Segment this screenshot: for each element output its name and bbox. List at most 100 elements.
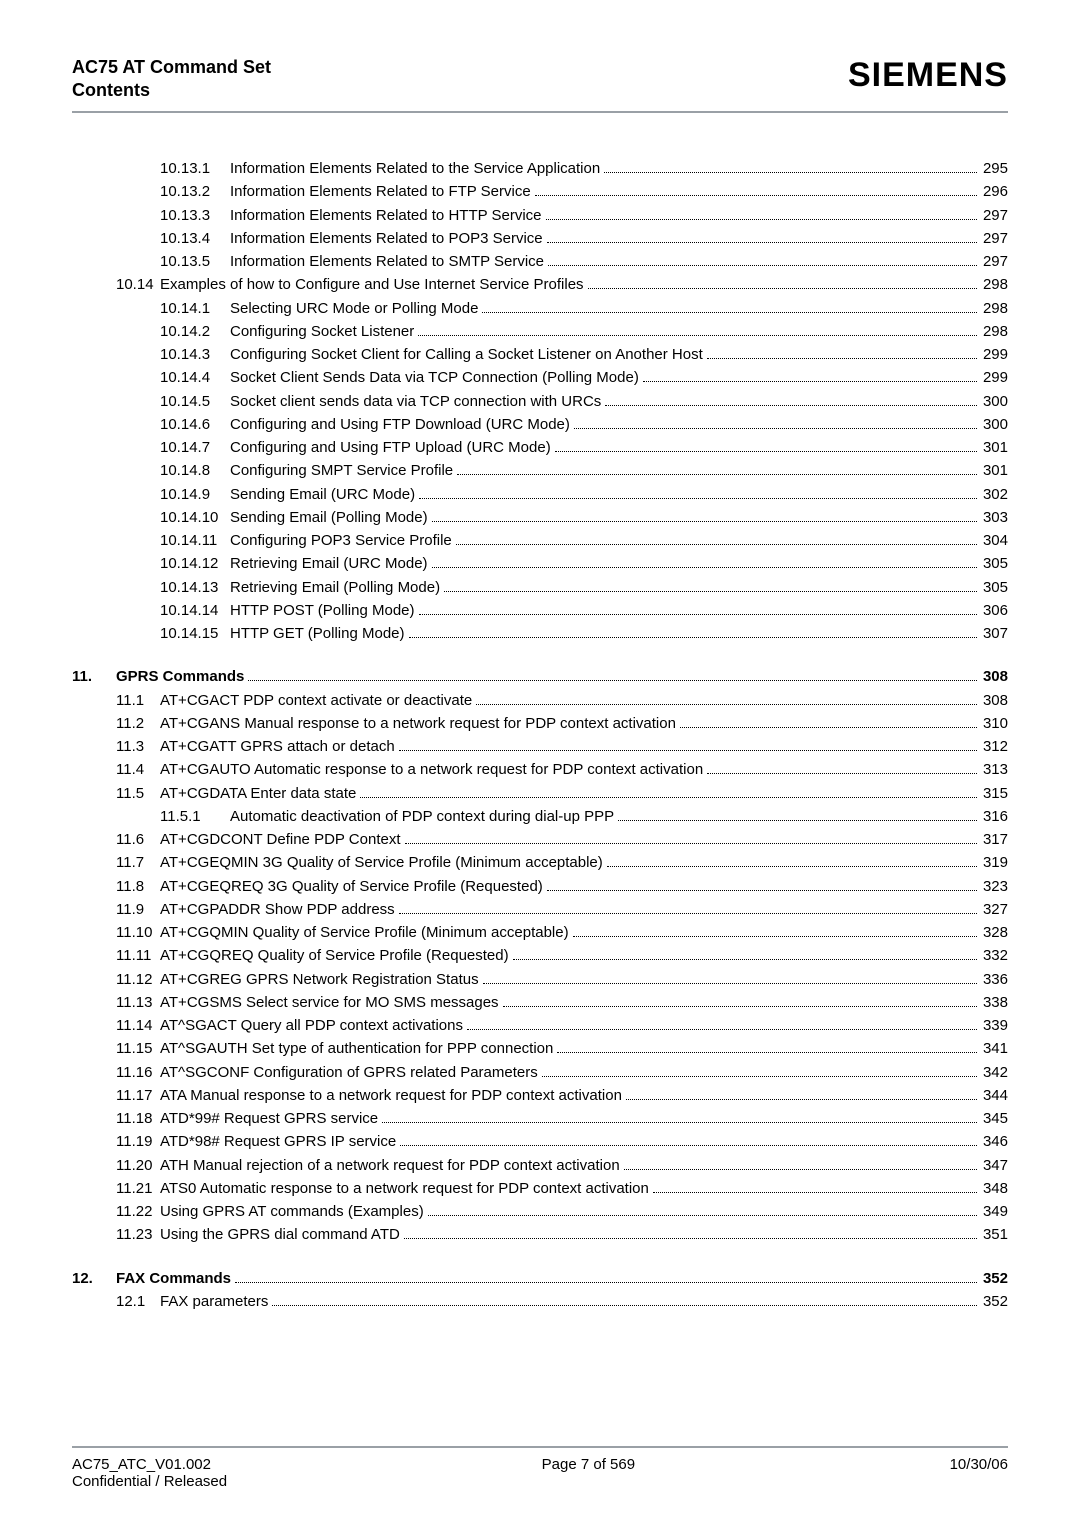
toc-page: 301 [981,436,1008,459]
toc-title: Socket client sends data via TCP connect… [230,390,601,413]
toc-entry: 11.12AT+CGREG GPRS Network Registration … [72,968,1008,991]
toc-number: 11.5.1 [160,805,230,828]
toc-entry: 11.GPRS Commands308 [72,665,1008,688]
toc-title: ATA Manual response to a network request… [160,1084,622,1107]
toc-number: 11.14 [116,1014,160,1037]
footer-left: AC75_ATC_V01.002 Confidential / Released [72,1456,227,1490]
toc-page: 298 [981,320,1008,343]
header: AC75 AT Command Set Contents SIEMENS [72,56,1008,101]
toc-leader [547,876,977,891]
toc-entry: 10.14.14HTTP POST (Polling Mode)306 [72,599,1008,622]
toc-title: Information Elements Related to FTP Serv… [230,180,531,203]
header-left: AC75 AT Command Set Contents [72,56,271,101]
toc-entry: 11.1AT+CGACT PDP context activate or dea… [72,689,1008,712]
toc-entry: 10.14.6Configuring and Using FTP Downloa… [72,413,1008,436]
toc-leader [574,414,977,429]
toc-number: 10.14.1 [160,297,230,320]
toc-entry: 10.14.12Retrieving Email (URC Mode)305 [72,552,1008,575]
toc-leader [618,806,977,821]
toc-number: 11.10 [116,921,160,944]
toc-number: 10.14.4 [160,366,230,389]
toc-number: 11.4 [116,758,160,781]
toc-number: 11.9 [116,898,160,921]
toc-title: Configuring and Using FTP Download (URC … [230,413,570,436]
toc-entry: 11.15AT^SGAUTH Set type of authenticatio… [72,1037,1008,1060]
toc-title: Examples of how to Configure and Use Int… [160,273,584,296]
toc-number: 11.7 [116,851,160,874]
toc-entry: 11.18ATD*99# Request GPRS service345 [72,1107,1008,1130]
toc-leader [605,391,977,406]
toc-page: 352 [981,1267,1008,1290]
toc-title: Using GPRS AT commands (Examples) [160,1200,424,1223]
toc-leader [432,507,977,522]
toc-leader [404,1225,977,1240]
toc-number: 10.14.12 [160,552,230,575]
toc-number: 11.19 [116,1130,160,1153]
toc-page: 338 [981,991,1008,1014]
toc-page: 308 [981,689,1008,712]
toc-title: Retrieving Email (Polling Mode) [230,576,440,599]
toc-page: 298 [981,297,1008,320]
toc-number: 10.14.10 [160,506,230,529]
toc-leader [456,531,977,546]
toc-page: 304 [981,529,1008,552]
toc-number: 10.14.11 [160,529,230,552]
toc-page: 317 [981,828,1008,851]
footer: AC75_ATC_V01.002 Confidential / Released… [72,1456,1008,1490]
toc-page: 345 [981,1107,1008,1130]
toc-entry: 12.1FAX parameters352 [72,1290,1008,1313]
toc-number: 10.13.2 [160,180,230,203]
toc-number: 10.14.13 [160,576,230,599]
toc-leader [542,1062,977,1077]
toc-entry: 11.17ATA Manual response to a network re… [72,1084,1008,1107]
toc-page: 305 [981,576,1008,599]
toc-leader [360,783,977,798]
toc-page: 302 [981,483,1008,506]
toc-page: 336 [981,968,1008,991]
toc-title: AT+CGDCONT Define PDP Context [160,828,401,851]
toc-leader [418,321,977,336]
toc-entry: 10.14.3Configuring Socket Client for Cal… [72,343,1008,366]
toc-entry: 10.14.13Retrieving Email (Polling Mode) 3… [72,576,1008,599]
toc-title: AT^SGCONF Configuration of GPRS related … [160,1061,538,1084]
toc-entry: 11.3AT+CGATT GPRS attach or detach312 [72,735,1008,758]
toc-title: Information Elements Related to the Serv… [230,157,600,180]
toc-title: Socket Client Sends Data via TCP Connect… [230,366,639,389]
toc-number: 10.14.6 [160,413,230,436]
toc-entry: 10.13.5Information Elements Related to S… [72,250,1008,273]
toc-entry: 10.13.4Information Elements Related to P… [72,227,1008,250]
toc-entry: 11.4AT+CGAUTO Automatic response to a ne… [72,758,1008,781]
toc-leader [513,946,977,961]
toc-page: 348 [981,1177,1008,1200]
toc-page: 297 [981,204,1008,227]
toc-page: 347 [981,1154,1008,1177]
toc-title: Information Elements Related to HTTP Ser… [230,204,542,227]
toc-title: Selecting URC Mode or Polling Mode [230,297,478,320]
toc-entry: 10.14.4Socket Client Sends Data via TCP … [72,366,1008,389]
toc-page: 341 [981,1037,1008,1060]
toc-title: AT+CGDATA Enter data state [160,782,356,805]
toc-entry: 11.22Using GPRS AT commands (Examples)34… [72,1200,1008,1223]
header-divider [72,111,1008,113]
toc-page: 308 [981,665,1008,688]
toc-page: 300 [981,390,1008,413]
toc-entry: 11.21ATS0 Automatic response to a networ… [72,1177,1008,1200]
toc-number: 11.17 [116,1084,160,1107]
toc-leader [626,1085,977,1100]
footer-version: AC75_ATC_V01.002 [72,1456,227,1473]
toc-entry: 10.14.2Configuring Socket Listener298 [72,320,1008,343]
toc-title: ATH Manual rejection of a network reques… [160,1154,620,1177]
toc-title: HTTP GET (Polling Mode) [230,622,405,645]
toc-number: 10.13.3 [160,204,230,227]
toc-title: Retrieving Email (URC Mode) [230,552,428,575]
toc-title: AT+CGACT PDP context activate or deactiv… [160,689,472,712]
toc-entry: 11.11AT+CGQREQ Quality of Service Profil… [72,944,1008,967]
toc-page: 300 [981,413,1008,436]
toc-leader [643,368,977,383]
toc-page: 349 [981,1200,1008,1223]
toc-entry: 11.13AT+CGSMS Select service for MO SMS … [72,991,1008,1014]
toc-title: Information Elements Related to POP3 Ser… [230,227,543,250]
toc-leader [399,737,977,752]
toc-number: 10.14.9 [160,483,230,506]
table-of-contents: 10.13.1Information Elements Related to t… [72,157,1008,1313]
